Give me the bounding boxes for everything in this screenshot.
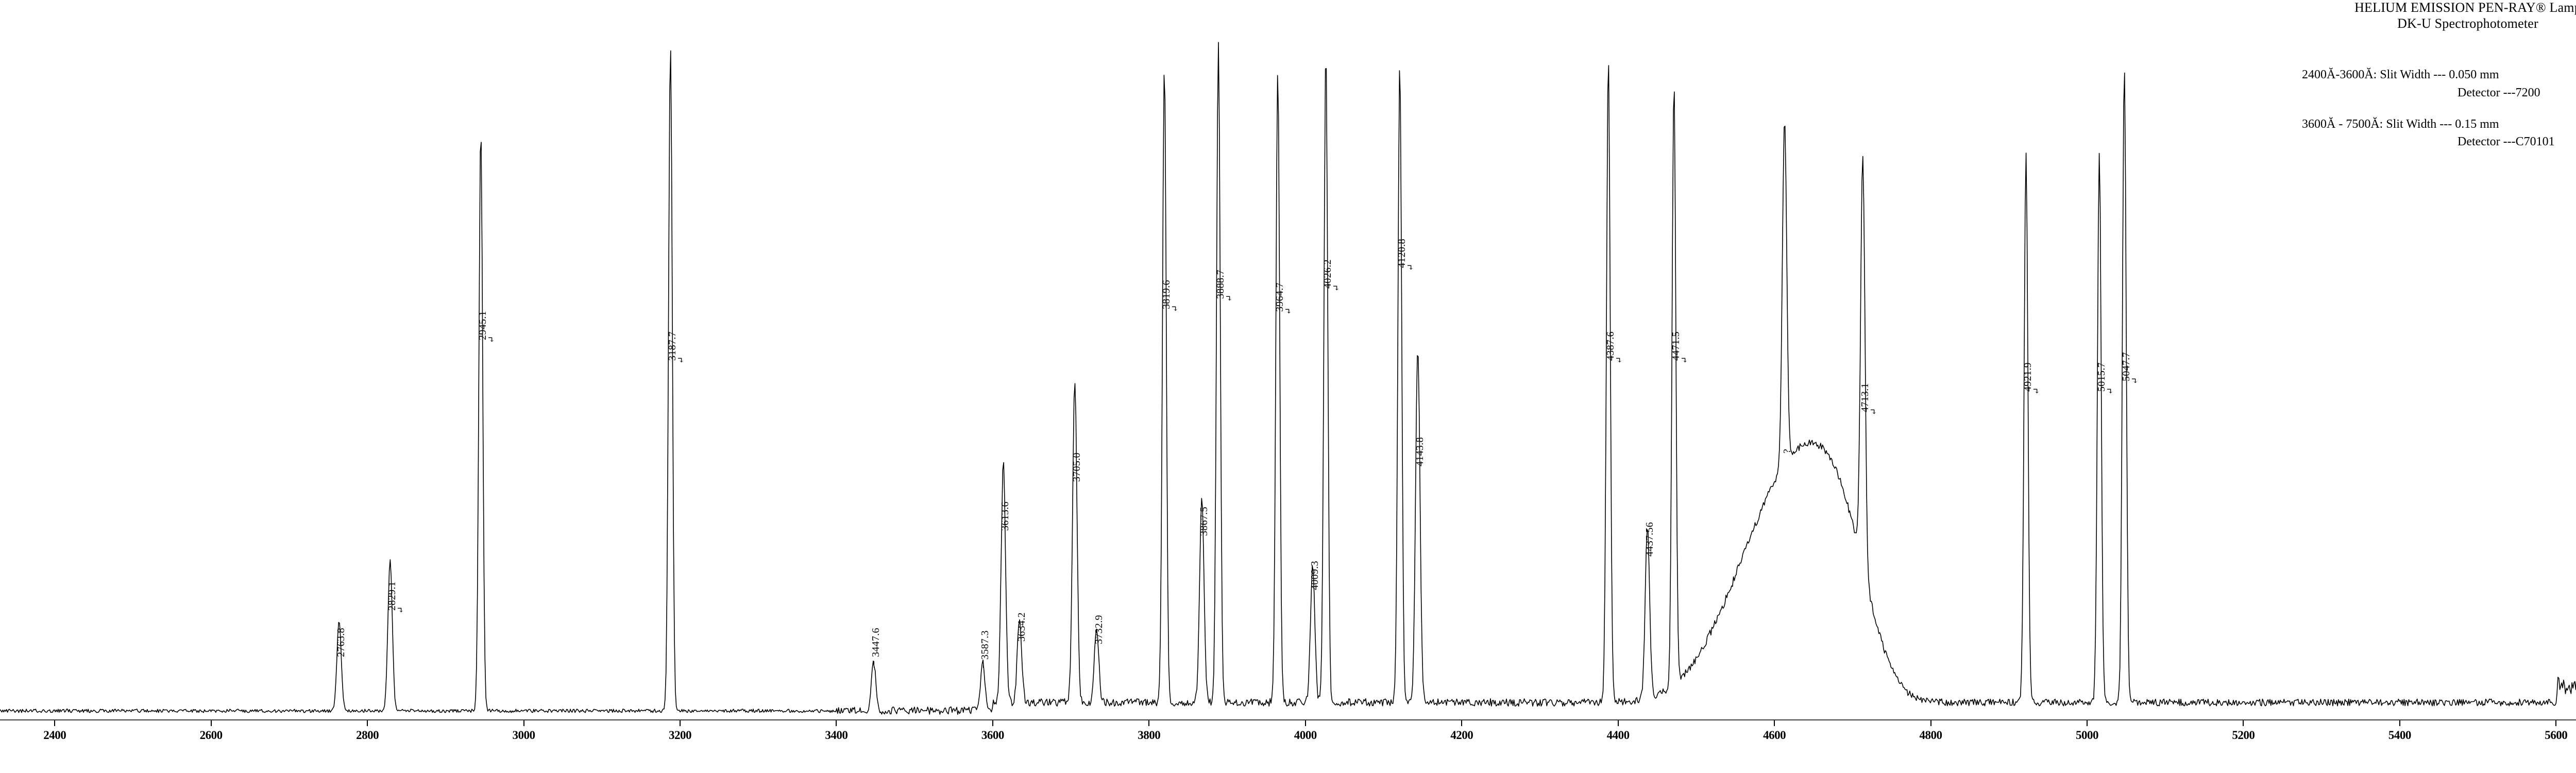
conditions-group-vis: 3600Ă - 7500Ă: Slit Width --- 0.15 mm … xyxy=(2215,115,2576,152)
spectrum-line xyxy=(0,42,2576,715)
title-line-2: DK-U Spectrophotometer xyxy=(2397,15,2538,31)
conditions-annotation: 2400Ă-3600Ă: Slit Width --- 0.050 mm D… xyxy=(2215,66,2576,164)
vis-detector-text: Detector ---C70101 xyxy=(2458,135,2555,149)
title-line-1: HELIUM EMISSION PEN-RAY® Lamp xyxy=(2354,0,2576,15)
conditions-group-uv: 2400Ă-3600Ă: Slit Width --- 0.050 mm D… xyxy=(2215,66,2576,102)
spectrum-trace xyxy=(0,42,2576,720)
uv-detector-text: Detector ---7200 xyxy=(2458,86,2540,99)
spectrum-plot xyxy=(0,42,2576,720)
chart-title: HELIUM EMISSION PEN-RAY® Lamp DK-U Spect… xyxy=(2210,0,2576,31)
vis-slit-width-text: 3600Ă - 7500Ă: Slit Width --- 0.15 mm xyxy=(2302,117,2499,131)
uv-slit-width-text: 2400Ă-3600Ă: Slit Width --- 0.050 mm xyxy=(2302,68,2499,81)
